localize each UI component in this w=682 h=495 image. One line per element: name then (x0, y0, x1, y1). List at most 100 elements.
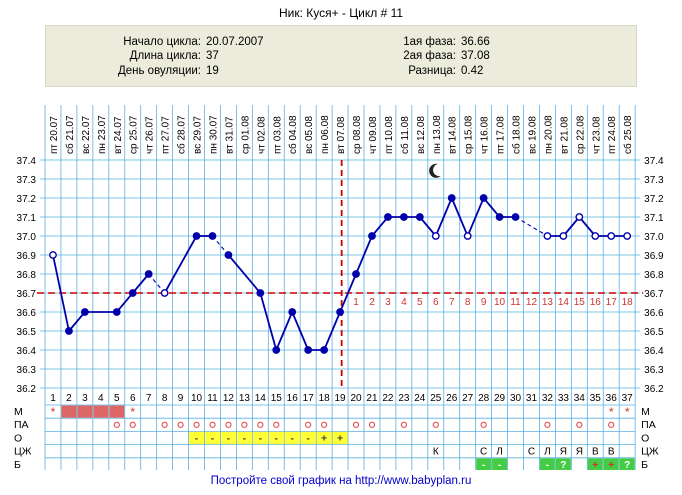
luteal-day-label: 12 (526, 297, 538, 308)
date-label: ср 15.08 (464, 115, 475, 154)
data-point (623, 232, 632, 240)
ovulation-test-cell (236, 431, 252, 445)
intercourse-mark (177, 421, 184, 428)
date-label: ср 25.07 (129, 115, 140, 154)
ovulation-test-cell (316, 431, 332, 445)
cervical-fluid-symbol: Я (576, 447, 583, 458)
cycle-length-value: 37 (206, 50, 219, 62)
cycle-info-panel: Начало цикла: 20.07.2007 Длина цикла: 37… (45, 25, 637, 87)
data-point (352, 270, 360, 278)
y-tick-left: 36.9 (17, 251, 37, 262)
cycle-length-label: Длина цикла: (129, 50, 201, 62)
series-line-segment (355, 235, 373, 275)
data-point (288, 308, 297, 316)
menstruation-cell (93, 405, 109, 418)
data-point (80, 308, 89, 316)
day-number: 36 (606, 393, 618, 404)
day-number: 5 (114, 393, 120, 404)
day-number: 14 (255, 393, 267, 404)
luteal-day-label: 1 (353, 297, 359, 308)
ovulation-test-symbol: - (243, 432, 247, 444)
date-label: вс 19.08 (527, 116, 538, 154)
pregnancy-test-cell (492, 458, 508, 470)
intercourse-mark (257, 421, 264, 428)
day-number: 31 (526, 393, 538, 404)
row-label-left: О (14, 432, 22, 444)
spotting-star: * (609, 405, 614, 419)
series-line-segment (259, 292, 278, 351)
day-number: 28 (478, 393, 490, 404)
phase1-value: 36.66 (461, 36, 490, 48)
ovulation-test-symbol: - (306, 432, 310, 444)
day-number: 10 (191, 393, 203, 404)
day-number: 8 (162, 393, 168, 404)
day-number: 26 (446, 393, 458, 404)
luteal-day-label: 2 (369, 297, 375, 308)
row-label-left: М (14, 406, 23, 418)
intercourse-mark (432, 421, 439, 428)
day-number: 9 (178, 393, 184, 404)
data-point (495, 213, 504, 221)
row-label-left: ПА (14, 419, 29, 431)
y-tick-right: 37.2 (644, 194, 664, 205)
ovulation-test-symbol: - (195, 432, 199, 444)
data-point (320, 346, 329, 354)
date-label: пт 03.08 (272, 116, 283, 154)
series-line-segment (562, 216, 581, 237)
day-number: 2 (66, 393, 72, 404)
intercourse-mark (576, 421, 583, 428)
y-tick-left: 36.3 (17, 365, 37, 376)
ovulation-test-cell (332, 431, 348, 445)
luteal-day-label: 14 (558, 297, 570, 308)
day-number: 32 (542, 393, 554, 404)
cervical-fluid-symbol: Л (496, 447, 503, 458)
y-tick-right: 36.7 (644, 289, 664, 300)
y-tick-right: 36.4 (644, 346, 664, 357)
day-number: 15 (271, 393, 283, 404)
series-line-segment (466, 197, 485, 237)
luteal-day-label: 10 (494, 297, 506, 308)
series-line-segment (323, 311, 341, 351)
data-point (431, 232, 440, 240)
data-point (591, 232, 600, 240)
date-label: чт 26.07 (145, 116, 156, 154)
date-label: сб 28.07 (176, 115, 188, 154)
data-point (336, 308, 344, 316)
day-number: 4 (98, 393, 104, 404)
day-number: 30 (510, 393, 522, 404)
date-label: сб 25.08 (622, 115, 634, 154)
day-number: 7 (146, 393, 152, 404)
day-number: 16 (287, 393, 299, 404)
luteal-day-label: 15 (574, 297, 586, 308)
pregnancy-test-cell (539, 458, 555, 470)
footer-link[interactable]: Постройте свой график на http://www.baby… (210, 475, 472, 487)
y-tick-right: 36.8 (644, 270, 664, 281)
luteal-day-label: 4 (401, 297, 407, 308)
pregnancy-test-symbol: - (546, 459, 550, 470)
data-point (384, 213, 392, 221)
data-point (224, 251, 233, 259)
row-label-right: ЦЖ (641, 446, 659, 458)
data-point (447, 194, 456, 202)
series-line-segment (132, 273, 150, 294)
day-number: 19 (335, 393, 347, 404)
date-label: сб 11.08 (399, 116, 411, 154)
cervical-fluid-symbol: Я (560, 447, 567, 458)
row-label-left: Б (14, 459, 21, 470)
row-label-right: О (641, 432, 649, 444)
date-label: пт 17.08 (496, 116, 507, 154)
ovulation-test-cell (189, 431, 204, 445)
intercourse-mark (225, 421, 232, 428)
difference-value: 0.42 (461, 65, 484, 77)
luteal-day-label: 6 (433, 297, 439, 308)
y-tick-right: 36.3 (644, 365, 664, 376)
date-label: пт 24.08 (607, 116, 618, 154)
cycle-start-label: Начало цикла: (123, 36, 201, 48)
day-number: 12 (223, 393, 235, 404)
data-point (607, 232, 616, 240)
luteal-day-label: 8 (465, 297, 471, 308)
ovulation-test-cell (220, 431, 236, 445)
y-tick-left: 36.7 (17, 289, 37, 300)
ovulation-test-symbol: + (321, 432, 327, 444)
intercourse-mark (400, 421, 407, 428)
